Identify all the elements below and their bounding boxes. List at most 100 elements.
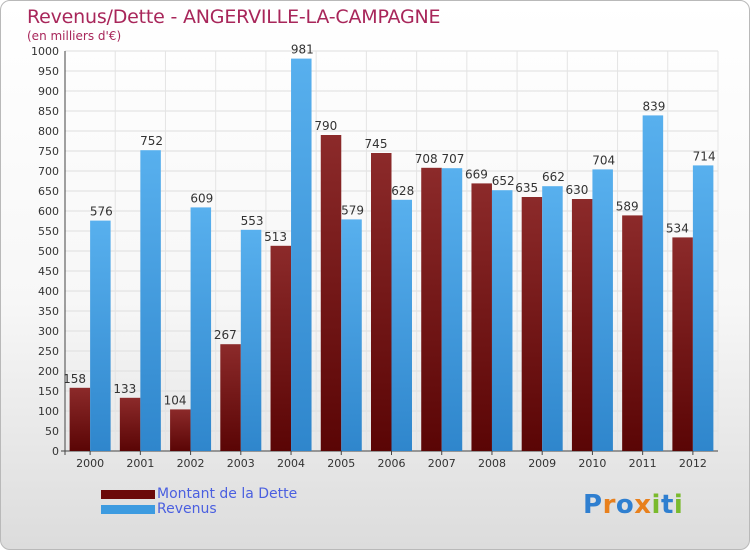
x-tick-label: 2001 — [126, 457, 154, 470]
y-tick-label: 650 — [38, 185, 59, 198]
y-tick-label: 300 — [38, 325, 59, 338]
data-label-dette: 534 — [666, 221, 689, 235]
data-label-dette: 708 — [415, 152, 438, 166]
x-tick-label: 2003 — [227, 457, 255, 470]
bar-dette — [421, 167, 442, 452]
y-tick-label: 950 — [38, 65, 59, 78]
bar-revenus — [491, 190, 513, 451]
logo-letter: i — [673, 490, 684, 520]
legend-label-revenus: Revenus — [157, 501, 217, 517]
y-tick-label: 600 — [38, 205, 59, 218]
y-tick-label: 1000 — [31, 45, 59, 58]
bar-dette — [320, 135, 342, 451]
y-tick-label: 100 — [38, 405, 59, 418]
legend-item-revenus: Revenus — [101, 502, 297, 517]
bar-revenus — [140, 150, 161, 451]
chart-title: Revenus/Dette - ANGERVILLE-LA-CAMPAGNE — [27, 6, 441, 28]
y-tick-label: 450 — [38, 265, 59, 278]
y-tick-label: 550 — [38, 225, 59, 238]
data-label-dette: 790 — [314, 119, 337, 133]
bar-revenus — [190, 207, 212, 451]
data-label-revenus: 839 — [642, 99, 665, 113]
bar-dette — [622, 215, 643, 451]
legend-label-debt: Montant de la Dette — [157, 486, 298, 502]
data-label-dette: 745 — [365, 137, 388, 151]
x-tick-label: 2011 — [629, 457, 657, 470]
data-label-revenus: 628 — [391, 184, 414, 198]
y-tick-label: 700 — [38, 165, 59, 178]
y-tick-label: 850 — [38, 105, 59, 118]
y-tick-label: 500 — [38, 245, 59, 258]
data-label-dette: 589 — [616, 199, 639, 213]
data-label-revenus: 714 — [693, 149, 716, 163]
x-tick-label: 2012 — [679, 457, 707, 470]
bar-dette — [471, 183, 492, 451]
data-label-dette: 513 — [264, 230, 287, 244]
logo-letter: o — [615, 490, 635, 520]
y-tick-label: 350 — [38, 305, 59, 318]
data-label-revenus: 704 — [592, 153, 615, 167]
x-tick-label: 2006 — [378, 457, 406, 470]
data-label-revenus: 579 — [341, 203, 364, 217]
data-label-dette: 630 — [565, 183, 588, 197]
bar-dette — [220, 344, 241, 451]
y-tick-label: 200 — [38, 365, 59, 378]
data-label-revenus: 752 — [140, 134, 163, 148]
data-label-revenus: 662 — [542, 170, 565, 184]
bar-dette — [571, 199, 593, 451]
legend: Montant de la Dette Revenus — [101, 487, 297, 517]
bar-revenus — [542, 186, 563, 451]
bar-dette — [672, 237, 693, 451]
bar-dette — [69, 387, 91, 451]
logo-letter: x — [634, 490, 652, 520]
x-tick-label: 2010 — [578, 457, 606, 470]
data-label-revenus: 707 — [442, 152, 465, 166]
data-label-revenus: 981 — [291, 43, 314, 57]
bar-dette — [521, 197, 543, 451]
legend-item-debt: Montant de la Dette — [101, 487, 297, 502]
x-tick-label: 2007 — [428, 457, 456, 470]
x-tick-label: 2002 — [177, 457, 205, 470]
bar-revenus — [592, 169, 613, 451]
data-label-dette: 158 — [63, 372, 86, 386]
y-tick-label: 250 — [38, 345, 59, 358]
y-tick-label: 50 — [45, 425, 59, 438]
data-label-revenus: 576 — [90, 205, 113, 219]
data-label-dette: 635 — [515, 181, 538, 195]
x-tick-label: 2004 — [277, 457, 305, 470]
y-tick-label: 0 — [52, 445, 59, 458]
bar-revenus — [90, 220, 111, 451]
data-label-dette: 104 — [164, 393, 187, 407]
data-label-revenus: 553 — [241, 214, 264, 228]
bar-revenus — [692, 165, 714, 451]
logo-letter: t — [660, 490, 674, 520]
data-label-dette: 267 — [214, 328, 237, 342]
bar-dette — [170, 409, 191, 451]
y-tick-label: 750 — [38, 145, 59, 158]
x-tick-label: 2000 — [76, 457, 104, 470]
data-label-dette: 133 — [113, 382, 136, 396]
logo-letter: P — [583, 490, 603, 520]
bar-revenus — [291, 58, 312, 451]
y-tick-label: 900 — [38, 85, 59, 98]
data-label-revenus: 652 — [492, 174, 515, 188]
logo-letter: i — [651, 490, 661, 520]
legend-swatch-revenus — [101, 505, 155, 514]
y-tick-label: 150 — [38, 385, 59, 398]
x-tick-label: 2005 — [327, 457, 355, 470]
data-label-dette: 669 — [465, 167, 488, 181]
data-label-revenus: 609 — [190, 191, 213, 205]
bar-revenus — [391, 199, 412, 451]
logo-letter: r — [602, 490, 616, 520]
x-tick-label: 2009 — [528, 457, 556, 470]
proxiti-logo: Proxiti — [583, 490, 683, 520]
y-tick-label: 400 — [38, 285, 59, 298]
x-tick-label: 2008 — [478, 457, 506, 470]
bar-dette — [371, 153, 392, 451]
y-tick-label: 800 — [38, 125, 59, 138]
legend-swatch-debt — [101, 490, 155, 499]
bar-dette — [119, 397, 141, 451]
bar-dette — [270, 245, 292, 451]
